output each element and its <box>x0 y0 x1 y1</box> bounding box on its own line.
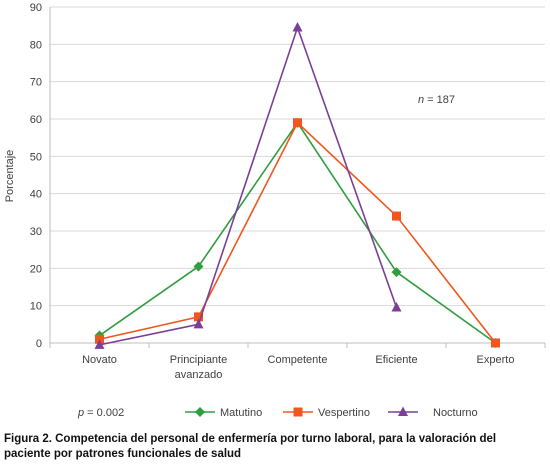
y-tick-label: 30 <box>30 226 42 238</box>
data-point-vespertino <box>194 312 203 322</box>
y-tick-label: 80 <box>30 39 42 51</box>
n-symbol: n <box>418 94 424 106</box>
chart: 0 10 20 30 40 50 60 70 80 90 Novato Principiante ava… <box>4 2 546 419</box>
n-value: = 187 <box>424 94 455 106</box>
data-point-matutino <box>193 261 204 272</box>
legend-label-matutino: Matutino <box>220 407 262 419</box>
x-tick-label: Novato <box>82 354 117 366</box>
p-value: = 0.002 <box>84 407 124 419</box>
y-tick-label: 10 <box>30 301 42 313</box>
p-symbol: p <box>77 407 84 419</box>
series-line-nocturno <box>99 26 398 346</box>
y-tick-label: 90 <box>30 2 42 14</box>
data-point-nocturno <box>94 339 105 349</box>
data-point-vespertino <box>392 211 401 221</box>
data-point-vespertino <box>95 334 104 344</box>
legend-marker-nocturno <box>398 406 408 416</box>
y-axis-title: Porcentaje <box>4 150 16 203</box>
legend-marker-matutino <box>195 407 205 417</box>
data-point-nocturno <box>193 318 204 329</box>
gridlines <box>50 6 545 344</box>
series-layer <box>94 22 501 349</box>
legend-marker-vespertino <box>293 407 303 417</box>
y-tick-label: 0 <box>36 338 42 350</box>
data-point-nocturno <box>391 302 402 312</box>
labels: 0 10 20 30 40 50 60 70 80 90 Novato Principiante ava… <box>30 2 515 381</box>
sample-size-annotation: n = 187 <box>418 94 455 106</box>
legend-label-nocturno: Nocturno <box>433 407 478 419</box>
p-value-annotation: p = 0.002 <box>77 407 124 419</box>
x-tick-label: Experto <box>477 354 515 366</box>
data-point-vespertino <box>491 338 500 348</box>
x-tick-label: Competente <box>268 354 328 366</box>
y-tick-label: 70 <box>30 77 42 89</box>
y-tick-label: 50 <box>30 151 42 163</box>
y-tick-label: 40 <box>30 189 42 201</box>
x-tick-label: Eficiente <box>375 354 417 366</box>
data-point-matutino <box>391 267 402 278</box>
series-line-vespertino <box>99 121 497 344</box>
series-line-matutino <box>99 121 496 344</box>
data-point-vespertino <box>293 118 302 128</box>
y-tick-label: 20 <box>30 263 42 275</box>
y-tick-label: 60 <box>30 114 42 126</box>
x-tick-label: Principiante <box>170 354 227 366</box>
axes <box>49 7 546 348</box>
x-tick-label: avanzado <box>175 369 223 381</box>
data-point-nocturno <box>292 22 303 32</box>
legend: Matutino Vespertino Nocturno <box>185 406 478 419</box>
legend-label-vespertino: Vespertino <box>318 407 370 419</box>
figure-caption: Figura 2. Competencia del personal de en… <box>4 433 497 460</box>
